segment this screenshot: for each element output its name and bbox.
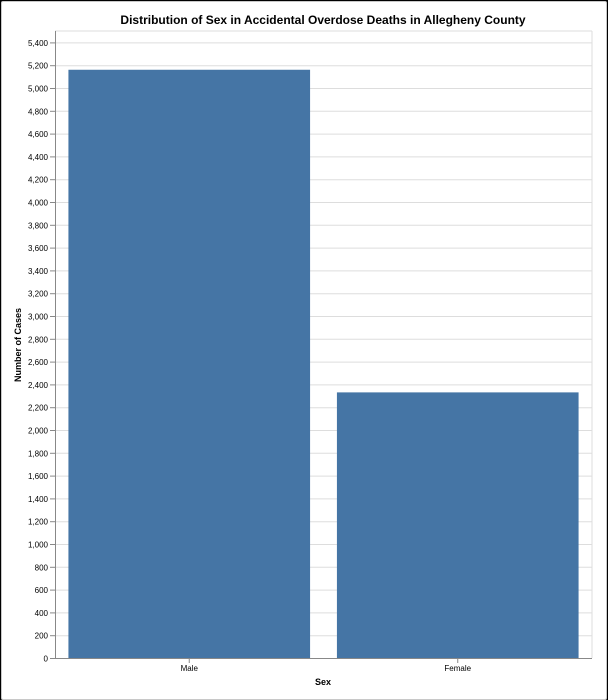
y-tick-label: 4,200 bbox=[28, 176, 49, 185]
y-tick-label: 1,400 bbox=[28, 495, 49, 504]
y-tick-label: 0 bbox=[44, 655, 49, 664]
y-tick-label: 1,000 bbox=[28, 541, 49, 550]
y-tick-label: 2,400 bbox=[28, 381, 49, 390]
y-tick-label: 2,000 bbox=[28, 427, 49, 436]
y-tick-label: 4,600 bbox=[28, 130, 49, 139]
x-axis: Male Female bbox=[55, 658, 592, 673]
x-axis-title: Sex bbox=[315, 677, 331, 687]
bars bbox=[68, 69, 579, 658]
bar-male bbox=[68, 69, 311, 658]
y-tick-label: 3,000 bbox=[28, 313, 49, 322]
y-tick-label: 2,600 bbox=[28, 358, 49, 367]
y-tick-label: 1,800 bbox=[28, 449, 49, 458]
y-tick-label: 1,200 bbox=[28, 518, 49, 527]
x-tick-label: Female bbox=[444, 664, 471, 673]
y-tick-label: 4,400 bbox=[28, 153, 49, 162]
y-axis-title: Number of Cases bbox=[13, 308, 23, 382]
y-tick-label: 600 bbox=[35, 586, 49, 595]
y-tick-label: 5,400 bbox=[28, 39, 49, 48]
y-tick-label: 3,800 bbox=[28, 221, 49, 230]
y-tick-label: 400 bbox=[35, 609, 49, 618]
y-tick-label: 2,200 bbox=[28, 404, 49, 413]
y-tick-label: 5,200 bbox=[28, 62, 49, 71]
y-tick-label: 3,600 bbox=[28, 244, 49, 253]
y-tick-label: 4,800 bbox=[28, 107, 49, 116]
y-tick-label: 200 bbox=[35, 632, 49, 641]
y-tick-label: 3,400 bbox=[28, 267, 49, 276]
y-tick-label: 800 bbox=[35, 563, 49, 572]
y-tick-label: 3,200 bbox=[28, 290, 49, 299]
y-tick-label: 4,000 bbox=[28, 199, 49, 208]
y-tick-label: 5,000 bbox=[28, 85, 49, 94]
y-tick-label: 2,800 bbox=[28, 335, 49, 344]
y-axis: 0 200 400 600 800 1,000 1,200 1,400 1,600 1,800 2,… bbox=[28, 31, 56, 664]
chart-title: Distribution of Sex in Accidental Overdo… bbox=[120, 13, 526, 27]
bar-female bbox=[336, 392, 579, 658]
y-tick-label: 1,600 bbox=[28, 472, 49, 481]
x-tick-label: Male bbox=[181, 664, 199, 673]
